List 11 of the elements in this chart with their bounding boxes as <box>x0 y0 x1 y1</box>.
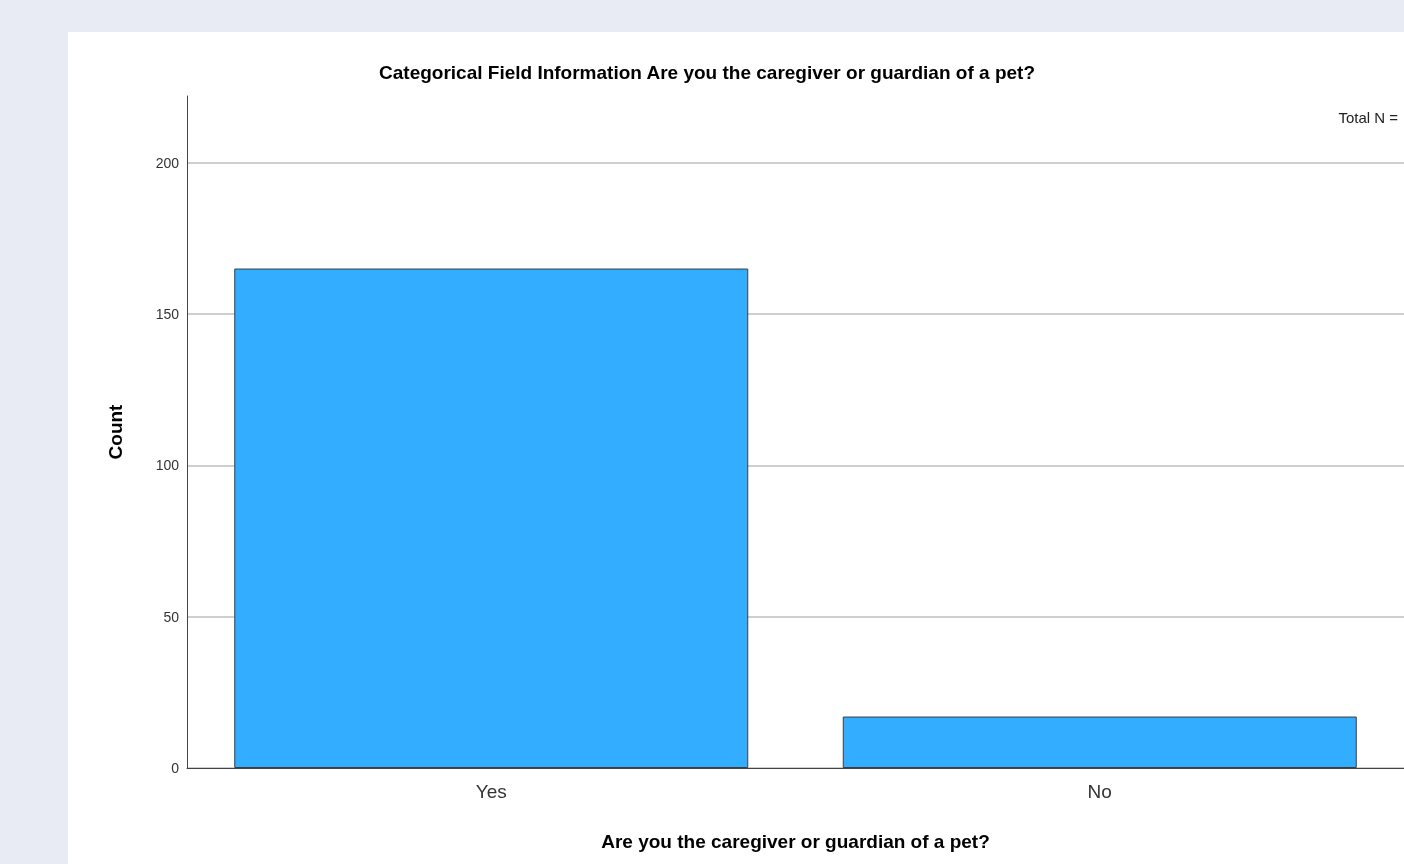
x-tick-label: No <box>1087 781 1112 802</box>
y-tick-label: 200 <box>155 154 180 171</box>
chart-title: Categorical Field Information Are you the caregiver or guardian of a pet? <box>379 62 1035 83</box>
x-axis-title: Are you the caregiver or guardian of a pet? <box>601 831 990 852</box>
y-tick-label: 0 <box>171 760 180 776</box>
y-tick-label: 50 <box>163 608 180 625</box>
y-axis-title: Count <box>105 403 126 460</box>
annotation: Total N = <box>1338 109 1399 126</box>
x-tick-label: Yes <box>475 781 507 802</box>
y-tick-label: 150 <box>155 305 180 322</box>
y-tick-label: 100 <box>155 457 180 474</box>
